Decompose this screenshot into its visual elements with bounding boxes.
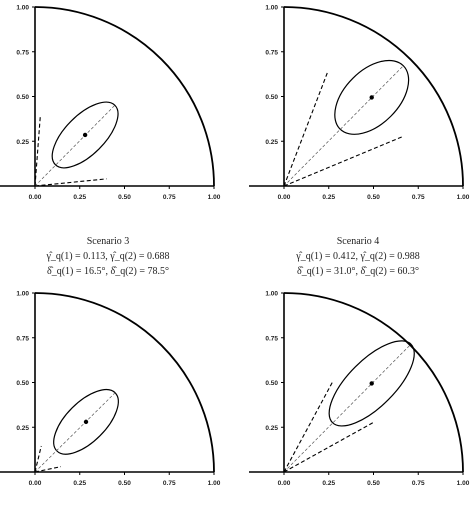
center-ray xyxy=(34,392,116,473)
y-tick-label: 0.25 xyxy=(16,139,29,146)
x-tick-label: 0.25 xyxy=(322,480,335,487)
y-tick-label: 0.75 xyxy=(265,49,278,56)
x-tick-label: 1.00 xyxy=(208,194,221,201)
x-tick-label: 0.00 xyxy=(278,480,291,487)
x-tick-label: 0.25 xyxy=(322,194,335,201)
scenario-3-delta-line: δ̂_q(1) = 16.5°, δ̂_q(2) = 78.5° xyxy=(47,266,169,277)
unit-circle-arc xyxy=(283,292,464,473)
confidence-ellipse xyxy=(334,59,410,135)
scenario-4-delta-line: δ̂_q(1) = 31.0°, δ̂_q(2) = 60.3° xyxy=(297,266,419,277)
scenario-1-panel: 0.00 0.25 0.25 0.50 0.50 0.75 0.75 1.00 1.00 xyxy=(0,5,221,201)
scenario-3-panel: 0.00 0.25 0.25 0.50 0.50 0.75 0.75 1.00 1.00 xyxy=(0,291,221,487)
x-tick-label: 0.00 xyxy=(29,480,42,487)
x-tick-label: 0.50 xyxy=(118,194,131,201)
x-tick-label: 0.75 xyxy=(412,480,425,487)
unit-circle-arc xyxy=(283,6,464,187)
tangent-line-2 xyxy=(283,421,375,473)
x-tick-label: 0.75 xyxy=(412,194,425,201)
scenario-4-title: Scenario 4 xyxy=(337,236,380,247)
tangent-line-2 xyxy=(283,136,403,187)
x-tick-label: 1.00 xyxy=(457,194,470,201)
x-tick-label: 0.50 xyxy=(367,194,380,201)
center-ray xyxy=(283,343,412,473)
y-tick-label: 0.75 xyxy=(16,49,29,56)
y-tick-label: 0.25 xyxy=(265,139,278,146)
y-tick-label: 0.50 xyxy=(16,94,29,101)
center-ray xyxy=(283,65,404,187)
confidence-ellipse xyxy=(328,340,415,427)
tangent-line-1 xyxy=(283,380,334,473)
x-tick-label: 0.00 xyxy=(278,194,291,201)
y-tick-label: 0.50 xyxy=(265,380,278,387)
y-tick-label: 0.75 xyxy=(265,335,278,342)
scenario-4-panel: 0.00 0.25 0.25 0.50 0.50 0.75 0.75 1.00 1.00 xyxy=(249,291,470,487)
unit-circle-arc xyxy=(34,292,215,473)
scenario-3-title: Scenario 3 xyxy=(87,236,130,247)
x-tick-label: 0.75 xyxy=(163,480,176,487)
y-tick-label: 0.50 xyxy=(265,94,278,101)
y-tick-label: 0.50 xyxy=(16,380,29,387)
x-tick-label: 1.00 xyxy=(457,480,470,487)
y-tick-label: 1.00 xyxy=(16,291,29,298)
x-tick-label: 0.50 xyxy=(367,480,380,487)
scenario-3-gamma-line: γ̂_q(1) = 0.113, γ̂_q(2) = 0.688 xyxy=(45,251,169,262)
tangent-line-1 xyxy=(34,115,41,187)
y-tick-label: 1.00 xyxy=(265,5,278,12)
x-tick-label: 0.25 xyxy=(73,194,86,201)
tangent-line-2 xyxy=(34,466,62,473)
center-point xyxy=(83,419,89,425)
x-tick-label: 0.50 xyxy=(118,480,131,487)
center-ray xyxy=(34,104,116,187)
unit-circle-arc xyxy=(34,6,215,187)
center-point xyxy=(369,95,374,100)
tangent-line-1 xyxy=(283,71,329,187)
scenario-4-gamma-line: γ̂_q(1) = 0.412, γ̂_q(2) = 0.988 xyxy=(295,251,419,262)
y-tick-label: 0.25 xyxy=(16,425,29,432)
y-tick-label: 1.00 xyxy=(16,5,29,12)
y-tick-label: 0.25 xyxy=(265,425,278,432)
y-tick-label: 0.75 xyxy=(16,335,29,342)
scenario-2-panel: 0.00 0.25 0.25 0.50 0.50 0.75 0.75 1.00 1.00 xyxy=(249,5,470,201)
x-tick-label: 1.00 xyxy=(208,480,221,487)
center-point xyxy=(82,132,88,138)
x-tick-label: 0.25 xyxy=(73,480,86,487)
center-point xyxy=(369,381,374,386)
tangent-line-2 xyxy=(34,178,107,187)
x-tick-label: 0.75 xyxy=(163,194,176,201)
y-tick-label: 1.00 xyxy=(265,291,278,298)
confidence-ellipse xyxy=(51,101,119,169)
tangent-line-1 xyxy=(34,445,42,473)
x-tick-label: 0.00 xyxy=(29,194,42,201)
